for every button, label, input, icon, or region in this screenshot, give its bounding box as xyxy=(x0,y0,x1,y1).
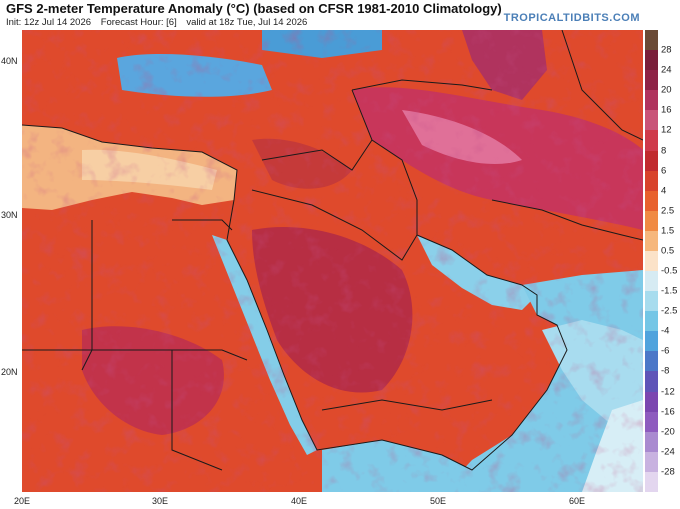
colorbar-tick-label: 6 xyxy=(661,165,667,177)
colorbar-tick-label: 20 xyxy=(661,84,672,96)
colorbar-tick-label: 24 xyxy=(661,64,672,76)
lat-label-30n: 30N xyxy=(1,210,18,220)
colorbar-swatch xyxy=(645,170,658,192)
map-subtitle: Init: 12z Jul 14 2026 Forecast Hour: [6]… xyxy=(6,17,314,28)
colorbar-swatch xyxy=(645,431,658,453)
map-canvas xyxy=(22,30,643,492)
colorbar-tick-label: 12 xyxy=(661,124,672,136)
colorbar-swatch xyxy=(645,311,658,332)
colorbar-tick-label: -4 xyxy=(661,325,670,337)
lon-label-50e: 50E xyxy=(429,496,447,506)
lon-label-40e: 40E xyxy=(290,496,308,506)
colorbar-swatch xyxy=(645,471,658,493)
colorbar-swatch xyxy=(645,291,658,312)
colorbar-tick-label: -16 xyxy=(661,406,675,418)
colorbar-tick-label: 8 xyxy=(661,145,667,157)
colorbar-swatch xyxy=(645,451,658,473)
colorbar-tick-label: -28 xyxy=(661,466,675,478)
colorbar-tick-label: 28 xyxy=(661,44,672,56)
colorbar-swatch xyxy=(645,371,658,393)
colorbar-tick-label: -20 xyxy=(661,426,675,438)
valid-time: valid at 18z Tue, Jul 14 2026 xyxy=(186,17,308,28)
colorbar-swatch xyxy=(645,90,658,111)
colorbar-tick-label: -1.5 xyxy=(661,285,678,297)
colorbar-swatch xyxy=(645,210,658,232)
colorbar-tick-label: 0.5 xyxy=(661,245,675,257)
colorbar-tick-label: -6 xyxy=(661,345,670,357)
anomaly-map xyxy=(22,30,643,492)
colorbar-swatch xyxy=(645,250,658,272)
lat-label-40n: 40N xyxy=(1,56,18,66)
country-borders xyxy=(22,30,643,471)
colorbar-tick-label: 2.5 xyxy=(661,205,675,217)
colorbar-tick-label: -24 xyxy=(661,446,675,458)
colorbar-tick-label: -12 xyxy=(661,386,675,398)
colorbar-swatch xyxy=(645,70,658,91)
anomaly-texture xyxy=(22,30,643,492)
lon-label-30e: 30E xyxy=(151,496,169,506)
colorbar-tick-label: -2.5 xyxy=(661,305,678,317)
colorbar-swatch xyxy=(645,230,658,252)
colorbar-tick-label: 4 xyxy=(661,185,667,197)
colorbar-swatch xyxy=(645,351,658,372)
colorbar-swatch xyxy=(645,130,658,151)
header: GFS 2-meter Temperature Anomaly (°C) (ba… xyxy=(0,0,680,30)
brand-logo-text[interactable]: TROPICALTIDBITS.COM xyxy=(503,12,640,24)
init-time: Init: 12z Jul 14 2026 xyxy=(6,17,92,28)
lon-label-20e: 20E xyxy=(13,496,31,506)
map-title: GFS 2-meter Temperature Anomaly (°C) (ba… xyxy=(6,1,502,16)
colorbar-tick-label: -8 xyxy=(661,365,670,377)
colorbar-swatch xyxy=(645,391,658,413)
colorbar-swatch xyxy=(645,150,658,172)
colorbar-swatch xyxy=(645,411,658,433)
colorbar-swatch xyxy=(645,110,658,131)
colorbar-tick-label: 1.5 xyxy=(661,225,675,237)
forecast-hour: Forecast Hour: [6] xyxy=(100,17,177,28)
colorbar-tick-label: -0.5 xyxy=(661,265,678,277)
colorbar-tick-label: 16 xyxy=(661,104,672,116)
colorbar-swatch xyxy=(645,331,658,352)
colorbar-swatch xyxy=(645,30,658,51)
colorbar-swatch xyxy=(645,190,658,212)
colorbar xyxy=(645,30,658,493)
colorbar-swatch xyxy=(645,50,658,71)
colorbar-swatch xyxy=(645,271,658,292)
lat-label-20n: 20N xyxy=(1,367,18,377)
lon-label-60e: 60E xyxy=(568,496,586,506)
